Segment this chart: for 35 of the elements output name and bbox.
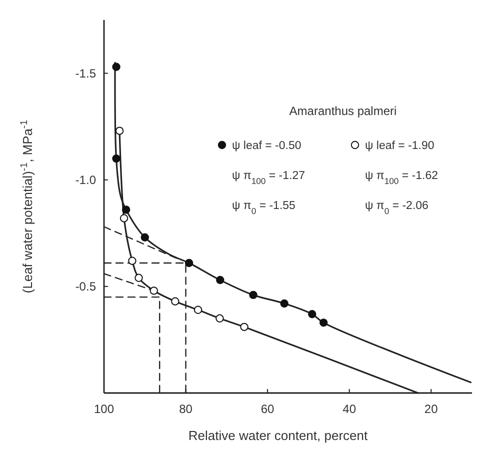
point: [128, 256, 136, 265]
point: [134, 274, 143, 282]
annotation: ψ π$_{0}$ = -1.55: [232, 200, 296, 216]
point: [308, 310, 316, 318]
point: [194, 306, 202, 314]
legend-label: ψ leaf = -1.90: [365, 140, 434, 152]
annotation: ψ π$_{0}$ = -2.06: [365, 200, 428, 216]
y-tick-label: -0.5: [75, 279, 96, 294]
legend-label: ψ leaf = -0.50: [232, 140, 302, 152]
point: [171, 297, 180, 306]
x-tick-label: 60: [260, 402, 275, 416]
x-tick-label: 20: [424, 402, 438, 416]
point: [112, 62, 120, 71]
point: [112, 154, 120, 163]
point: [140, 233, 149, 242]
point: [319, 318, 328, 327]
point: [184, 258, 194, 268]
x-tick-label: 80: [179, 402, 193, 416]
point: [115, 126, 124, 135]
legend-title: Amaranthus palmeri: [289, 104, 397, 118]
y-tick-label: -1.5: [75, 66, 96, 80]
x-tick-label: 40: [342, 402, 356, 416]
point: [150, 286, 158, 295]
point: [240, 322, 248, 332]
x-tick-label: 100: [94, 402, 114, 416]
point: [122, 206, 130, 214]
point: [249, 290, 258, 300]
annotation: ψ π$_{100}$ = -1.27: [232, 170, 306, 186]
point: [120, 214, 128, 222]
y-tick-label: -1.0: [75, 172, 96, 187]
point: [280, 299, 288, 308]
x-axis-title: Relative water content, percent: [188, 428, 368, 443]
annotation: ψ π$_{100}$ = -1.62: [365, 170, 438, 186]
point: [216, 276, 224, 284]
point: [216, 314, 224, 322]
